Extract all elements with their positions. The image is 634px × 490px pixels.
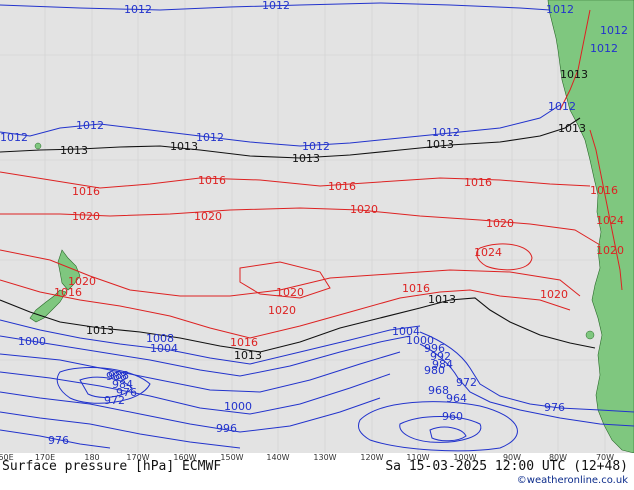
isobar-label: 1013 (86, 324, 114, 337)
isobar-label: 960 (442, 410, 463, 423)
isobar-label: 1013 (60, 144, 88, 157)
isobar-label: 996 (424, 342, 445, 355)
isobar-label: 1013 (428, 293, 456, 306)
isobar-label: 984 (432, 358, 453, 371)
isobar-label: 1024 (596, 214, 624, 227)
isobar-label: 1020 (268, 304, 296, 317)
isobar-label: 988 (106, 370, 127, 383)
isobar-label: 1020 (194, 210, 222, 223)
isobar-label: 1012 (196, 131, 224, 144)
isobar-label: 984 (112, 378, 133, 391)
isobar-label: 1020 (486, 217, 514, 230)
isobar-label: 1016 (402, 282, 430, 295)
isobar-layer: 1012 1012 1012 1012 1012 1012 1012 1012 … (0, 0, 634, 453)
isobar-label: 996 (216, 422, 237, 435)
isobar-label: 1012 (124, 3, 152, 16)
isobar-label: 972 (104, 394, 125, 407)
isobar-label: 1013 (292, 152, 320, 165)
isobar-label: 1020 (276, 286, 304, 299)
isobar-label: 1016 (590, 184, 618, 197)
isobar-label: 988 (108, 369, 129, 382)
isobar-1013 (0, 117, 596, 353)
isobar-label: 1012 (590, 42, 618, 55)
forecast-datetime: Sa 15-03-2025 12:00 UTC (12+48) (385, 459, 628, 474)
isobar-label: 1016 (198, 174, 226, 187)
isobar-labels: 1012 1012 1012 1012 1012 1012 1012 1012 … (0, 0, 628, 447)
isobar-label: 1020 (72, 210, 100, 223)
longitude-tick: 170E (34, 453, 56, 462)
isobar-label: 1012 (432, 126, 460, 139)
isobar-label: 1013 (170, 140, 198, 153)
longitude-tick: 150W (220, 453, 244, 462)
isobar-label: 1013 (426, 138, 454, 151)
longitude-tick: 60E (0, 453, 14, 462)
isobar-label: 1024 (474, 246, 502, 259)
isobar-label: 1000 (18, 335, 46, 348)
isobar-label: 976 (48, 434, 69, 447)
isobar-label: 1008 (146, 332, 174, 345)
longitude-tick: 160W (173, 453, 197, 462)
chiloe-island (585, 330, 595, 340)
isobar-label: 1013 (234, 349, 262, 362)
map-footer: 60E 170E 180 170W 160W 150W 140W 130W 12… (0, 453, 634, 490)
isobar-label: 1016 (54, 286, 82, 299)
isobar-label: 992 (430, 350, 451, 363)
isobar-label: 1012 (76, 119, 104, 132)
isobar-label: 1004 (392, 325, 420, 338)
isobar-label: 1020 (596, 244, 624, 257)
isobar-label: 1012 (600, 24, 628, 37)
longitude-tick: 140W (266, 453, 290, 462)
isobar-label: 1012 (302, 140, 330, 153)
credit-link[interactable]: ©weatheronline.co.uk (516, 475, 628, 486)
isobar-1012-north (0, 2, 561, 147)
longitude-tick: 100W (453, 453, 477, 462)
isobar-label: 972 (456, 376, 477, 389)
isobar-label: 1016 (328, 180, 356, 193)
isobar-label: 1016 (72, 185, 100, 198)
isobar-label: 1016 (230, 336, 258, 349)
longitude-tick: 120W (360, 453, 384, 462)
isobar-label: 1016 (464, 176, 492, 189)
isobar-label: 1012 (548, 100, 576, 113)
isobar-label: 976 (116, 386, 137, 399)
fiji-islands (34, 142, 42, 150)
longitude-tick: 80W (548, 453, 568, 462)
isobar-label: 1020 (350, 203, 378, 216)
isobar-label: 1013 (558, 122, 586, 135)
isobar-label: 1004 (150, 342, 178, 355)
new-zealand-south-island (29, 289, 67, 323)
isobar-label: 1012 (262, 0, 290, 12)
map-caption: Surface pressure [hPa] ECMWF (2, 459, 222, 474)
isobar-label: 1013 (560, 68, 588, 81)
new-zealand-north-island (57, 249, 81, 291)
isobar-label: 964 (446, 392, 467, 405)
isobar-label: 980 (424, 364, 445, 377)
isobar-label: 1000 (406, 334, 434, 347)
longitude-tick: 180 (84, 453, 100, 462)
longitude-tick: 130W (313, 453, 337, 462)
isobar-label: 1012 (546, 3, 574, 16)
longitude-tick: 90W (502, 453, 522, 462)
south-america-land (547, 0, 634, 453)
isobar-label: 1000 (224, 400, 252, 413)
isobars-low (0, 319, 634, 452)
longitude-tick: 170W (126, 453, 150, 462)
isobar-label: 1020 (68, 275, 96, 288)
surface-pressure-map: 1012 1012 1012 1012 1012 1012 1012 1012 … (0, 0, 634, 453)
longitude-tick: 110W (406, 453, 430, 462)
longitude-tick: 70W (595, 453, 615, 462)
isobar-label: 1012 (0, 131, 28, 144)
isobar-label: 1020 (540, 288, 568, 301)
isobars-high (0, 9, 623, 339)
isobar-label: 976 (544, 401, 565, 414)
isobar-label: 968 (428, 384, 449, 397)
